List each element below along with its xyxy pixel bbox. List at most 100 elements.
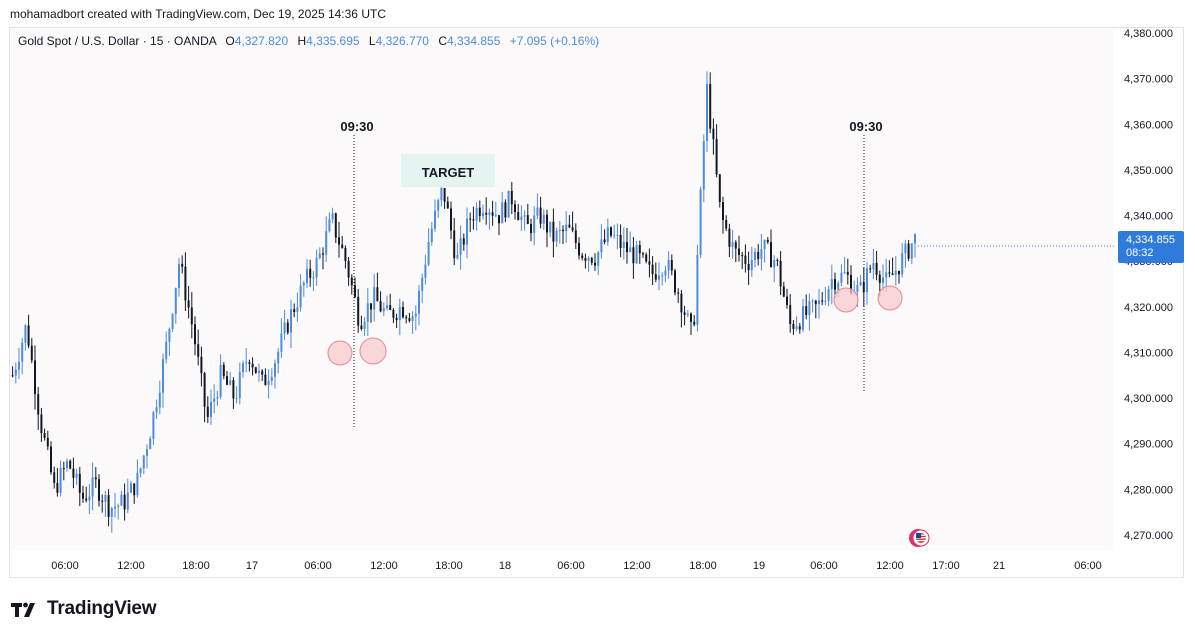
- candle-body: [210, 401, 212, 417]
- y-tick-label: 4,290.000: [1124, 439, 1173, 451]
- candle-body: [654, 274, 657, 280]
- x-tick-label: 06:00: [51, 560, 79, 572]
- x-tick-label: 18:00: [435, 560, 463, 572]
- candle-body: [846, 271, 849, 275]
- candle-body: [635, 245, 638, 264]
- candle-body: [242, 363, 244, 373]
- target-zone[interactable]: [401, 154, 495, 187]
- candle-body: [446, 201, 449, 209]
- y-tick-label: 4,360.000: [1124, 119, 1173, 131]
- candle-body: [75, 473, 78, 478]
- candle-body: [789, 304, 792, 324]
- candle-body: [293, 309, 296, 312]
- chart-attribution: mohamadbort created with TradingView.com…: [10, 7, 386, 21]
- candles-layer: [11, 71, 916, 533]
- candle-body: [302, 282, 305, 286]
- candle-body: [414, 313, 417, 317]
- us-flag-event-icon[interactable]: [908, 528, 930, 548]
- candle-body: [341, 244, 344, 248]
- x-tick-label: 06:00: [810, 560, 838, 572]
- close-label: C: [438, 34, 447, 48]
- candle-body: [754, 251, 756, 261]
- plot-area[interactable]: [10, 28, 1113, 550]
- candle-body: [539, 207, 542, 224]
- candle-body: [776, 259, 779, 262]
- candle-body: [133, 483, 136, 496]
- x-tick-label: 18:00: [689, 560, 717, 572]
- candle-body: [43, 433, 46, 438]
- candle-body: [168, 328, 171, 342]
- candle-body: [834, 279, 836, 290]
- candle-body: [744, 255, 747, 264]
- marker-circle[interactable]: [327, 340, 353, 366]
- candle-body: [904, 243, 907, 254]
- candle-body: [574, 230, 577, 243]
- candle-body: [680, 293, 683, 313]
- candle-body: [200, 356, 203, 374]
- candle-body: [139, 468, 142, 473]
- candle-body: [226, 376, 228, 385]
- candle-body: [763, 239, 766, 250]
- candle-body: [40, 414, 43, 434]
- symbol-name[interactable]: Gold Spot / U.S. Dollar · 15 · OANDA: [18, 34, 217, 48]
- marker-circle[interactable]: [877, 285, 903, 311]
- candle-body: [238, 372, 241, 399]
- candle-body: [875, 262, 878, 275]
- marker-circle[interactable]: [833, 287, 859, 313]
- candle-body: [366, 303, 369, 322]
- y-tick-label: 4,380.000: [1124, 28, 1173, 40]
- candle-body: [418, 290, 420, 314]
- target-label: TARGET: [422, 165, 475, 180]
- tradingview-logo-icon: [11, 602, 35, 617]
- y-tick-label: 4,270.000: [1124, 530, 1173, 542]
- time-marker-label: 09:30: [340, 119, 373, 134]
- candle-body: [379, 301, 382, 312]
- candle-body: [267, 380, 270, 385]
- candle-body: [629, 247, 632, 253]
- tradingview-logo-text: TradingView: [47, 598, 157, 619]
- candle-body: [18, 361, 20, 370]
- y-tick-label: 4,280.000: [1124, 484, 1173, 496]
- candle-body: [98, 479, 100, 501]
- candle-body: [395, 317, 398, 321]
- candle-body: [498, 215, 500, 224]
- candle-body: [638, 245, 641, 254]
- candle-body: [558, 229, 561, 231]
- candle-body: [821, 300, 824, 302]
- y-tick-label: 4,320.000: [1124, 302, 1173, 314]
- last-price-label: 4,334.855 08:32: [1118, 231, 1184, 263]
- candle-body: [277, 351, 280, 364]
- candle-body: [565, 224, 568, 232]
- x-tick-label: 17: [246, 560, 258, 572]
- candle-body: [661, 275, 664, 277]
- candle-body: [421, 277, 424, 291]
- candle-body: [693, 321, 696, 325]
- candle-body: [610, 227, 612, 236]
- candle-body: [616, 234, 619, 236]
- candle-body: [94, 477, 97, 480]
- candle-body: [120, 494, 123, 506]
- candle-body: [325, 231, 328, 255]
- candle-body: [251, 363, 254, 368]
- candle-body: [222, 364, 225, 377]
- tradingview-logo[interactable]: TradingView: [11, 598, 157, 620]
- x-tick-label: 21: [993, 560, 1005, 572]
- marker-circle[interactable]: [359, 337, 387, 365]
- candle-body: [766, 239, 769, 243]
- candle-body: [699, 189, 702, 256]
- candle-body: [334, 213, 337, 238]
- candle-body: [869, 268, 872, 270]
- candle-body: [850, 274, 852, 293]
- candle-body: [187, 300, 190, 308]
- candle-body: [747, 263, 750, 271]
- candle-body: [56, 482, 59, 493]
- high-label: H: [297, 34, 307, 48]
- candle-body: [290, 309, 292, 333]
- candle-body: [523, 215, 526, 217]
- candle-body: [674, 270, 676, 293]
- candle-body: [587, 257, 590, 261]
- candle-body: [245, 362, 248, 364]
- candle-body: [184, 266, 187, 301]
- candle-body: [894, 270, 897, 275]
